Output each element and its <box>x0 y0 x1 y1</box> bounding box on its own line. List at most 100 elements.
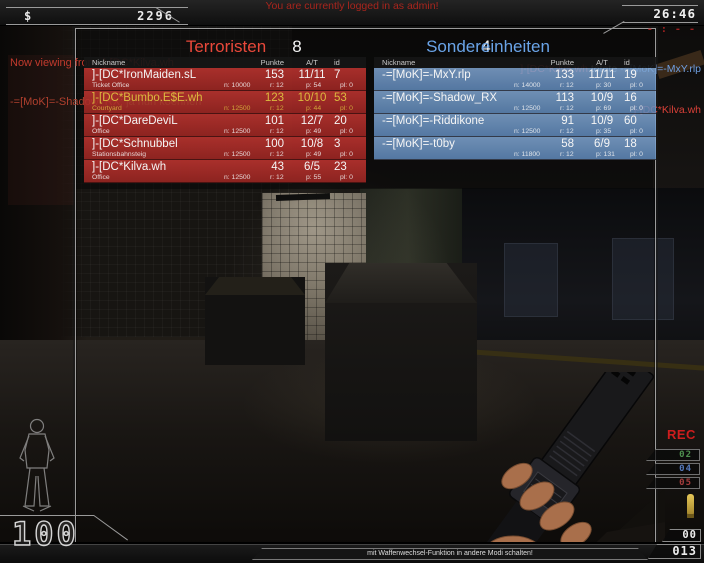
player-pl-value: pl: 0 <box>340 128 353 135</box>
player-p-value: p: 35 <box>596 128 612 135</box>
player-punkte: 100 <box>264 138 284 150</box>
column-header-id: id <box>334 58 340 67</box>
player-sub-line: n: 12500 r: 12 p: 35 pl: 0 <box>374 128 656 136</box>
player-name: ]-[DC*Bumbo.E$E.wh <box>92 92 203 104</box>
player-n-value: n: 11800 <box>514 151 540 158</box>
player-at: 6/9 <box>594 138 610 150</box>
weapon-slot-counter: 02 <box>646 449 700 461</box>
player-punkte: 58 <box>561 138 574 150</box>
money-value: 2296 <box>137 9 174 23</box>
team-name-specialforces: Sondereinheiten <box>426 37 550 56</box>
player-r-value: r: 12 <box>270 128 284 135</box>
player-location: Office <box>92 174 110 181</box>
player-name: -=[MoK]=-t0by <box>382 138 455 150</box>
player-p-value: p: 49 <box>306 128 322 135</box>
player-pl-value: pl: 0 <box>630 151 643 158</box>
player-location: Stationsbahnsteig <box>92 151 147 158</box>
column-header-punkte: Punkte <box>260 58 284 67</box>
player-at: 10/10 <box>297 92 327 104</box>
player-row: ]-[DC*Schnubbel 100 10/8 3 Stationsbahns… <box>84 137 366 160</box>
bullet-icon <box>687 494 694 518</box>
team-score-specialforces: 4 <box>481 37 491 56</box>
player-main-line: -=[MoK]=-MxY.rlp 133 11/11 19 <box>374 69 656 82</box>
player-name: ]-[DC*IronMaiden.sL <box>92 69 197 81</box>
player-n-value: n: 12500 <box>514 105 541 112</box>
hud-top-bar <box>0 0 704 26</box>
player-name: ]-[DC*Schnubbel <box>92 138 178 150</box>
player-n-value: n: 12500 <box>224 128 251 135</box>
player-main-line: -=[MoK]=-Riddikone 91 10/9 60 <box>374 115 656 128</box>
player-location <box>374 105 514 113</box>
player-main-line: ]-[DC*DareDeviL 101 12/7 20 <box>84 115 366 128</box>
small-crate <box>205 277 305 365</box>
player-id: 60 <box>624 115 637 127</box>
player-r-value: r: 12 <box>270 151 284 158</box>
player-p-value: p: 54 <box>306 82 322 89</box>
player-main-line: ]-[DC*Bumbo.E$E.wh 123 10/10 53 <box>84 92 366 105</box>
player-location: Ticket Office <box>92 82 130 89</box>
player-main-line: ]-[DC*Kilva.wh 43 6/5 23 <box>84 161 366 174</box>
table-header: Nickname Punkte A/T id <box>84 57 366 68</box>
player-id: 19 <box>624 69 637 81</box>
column-header-nickname: Nickname <box>382 58 416 67</box>
player-sub-line: n: 14000 r: 12 p: 30 pl: 0 <box>374 82 656 90</box>
column-header-at: A/T <box>596 58 608 67</box>
column-header-id: id <box>624 58 630 67</box>
player-p-value: p: 55 <box>306 174 322 181</box>
player-n-value: n: 12500 <box>224 174 251 181</box>
player-main-line: -=[MoK]=-Shadow_RX 113 10/9 16 <box>374 92 656 105</box>
player-sub-line: Office n: 12500 r: 12 p: 49 pl: 0 <box>84 128 366 136</box>
player-main-line: -=[MoK]=-t0by 58 6/9 18 <box>374 138 656 151</box>
player-pl-value: pl: 0 <box>630 82 643 89</box>
player-punkte: 101 <box>264 115 284 127</box>
column-header-nickname: Nickname <box>92 58 126 67</box>
slot-count: 05 <box>679 478 692 488</box>
player-row: ]-[DC*Kilva.wh 43 6/5 23 Office n: 12500… <box>84 160 366 183</box>
player-n-value: n: 14000 <box>514 82 541 89</box>
player-r-value: r: 12 <box>560 105 574 112</box>
player-r-value: r: 12 <box>270 105 284 112</box>
mode-hint-bar: mit Waffenwechsel-Funktion in andere Mod… <box>252 548 648 560</box>
player-pl-value: pl: 0 <box>630 128 643 135</box>
player-p-value: p: 49 <box>306 151 322 158</box>
player-location: Courtyard <box>92 105 122 112</box>
player-sub-line: Office n: 12500 r: 12 p: 55 pl: 0 <box>84 174 366 182</box>
player-location <box>374 82 514 90</box>
secondary-timer: - : - - <box>646 24 696 35</box>
player-punkte: 133 <box>554 69 574 81</box>
round-clock: 26:46 <box>622 5 698 23</box>
player-r-value: r: 12 <box>270 82 284 89</box>
player-at: 12/7 <box>300 115 324 127</box>
player-row: -=[MoK]=-MxY.rlp 133 11/11 19 n: 14000 r… <box>374 68 656 91</box>
player-name: -=[MoK]=-MxY.rlp <box>382 69 471 81</box>
player-n-value: n: 12500 <box>514 128 541 135</box>
player-name: ]-[DC*DareDeviL <box>92 115 178 127</box>
player-id: 3 <box>334 138 341 150</box>
player-id: 16 <box>624 92 637 104</box>
player-at: 10/9 <box>590 115 614 127</box>
player-sub-line: Courtyard n: 12500 r: 12 p: 44 pl: 0 <box>84 105 366 113</box>
player-pl-value: pl: 0 <box>630 105 643 112</box>
player-main-line: ]-[DC*Schnubbel 100 10/8 3 <box>84 138 366 151</box>
player-punkte: 153 <box>264 69 284 81</box>
player-id: 53 <box>334 92 347 104</box>
player-pl-value: pl: 0 <box>340 174 353 181</box>
player-id: 18 <box>624 138 637 150</box>
player-row: ]-[DC*IronMaiden.sL 153 11/11 7 Ticket O… <box>84 68 366 91</box>
slot-count: 04 <box>679 464 692 474</box>
left-wall-tint <box>8 55 74 205</box>
frame-line <box>0 515 94 516</box>
player-sub-line: Ticket Office n: 10000 r: 12 p: 54 pl: 0 <box>84 82 366 90</box>
player-id: 20 <box>334 115 347 127</box>
player-at: 10/9 <box>590 92 614 104</box>
specialforces-table: Nickname Punkte A/T id -=[MoK]=-MxY.rlp … <box>374 57 656 183</box>
column-header-punkte: Punkte <box>550 58 574 67</box>
table-header: Nickname Punkte A/T id <box>374 57 656 68</box>
player-punkte: 113 <box>555 92 574 104</box>
player-location <box>374 151 514 159</box>
player-p-value: p: 44 <box>306 105 322 112</box>
player-sub-line: n: 12500 r: 12 p: 69 pl: 0 <box>374 105 656 113</box>
team-name-terrorists: Terroristen <box>185 37 267 56</box>
player-pl-value: pl: 0 <box>340 82 353 89</box>
